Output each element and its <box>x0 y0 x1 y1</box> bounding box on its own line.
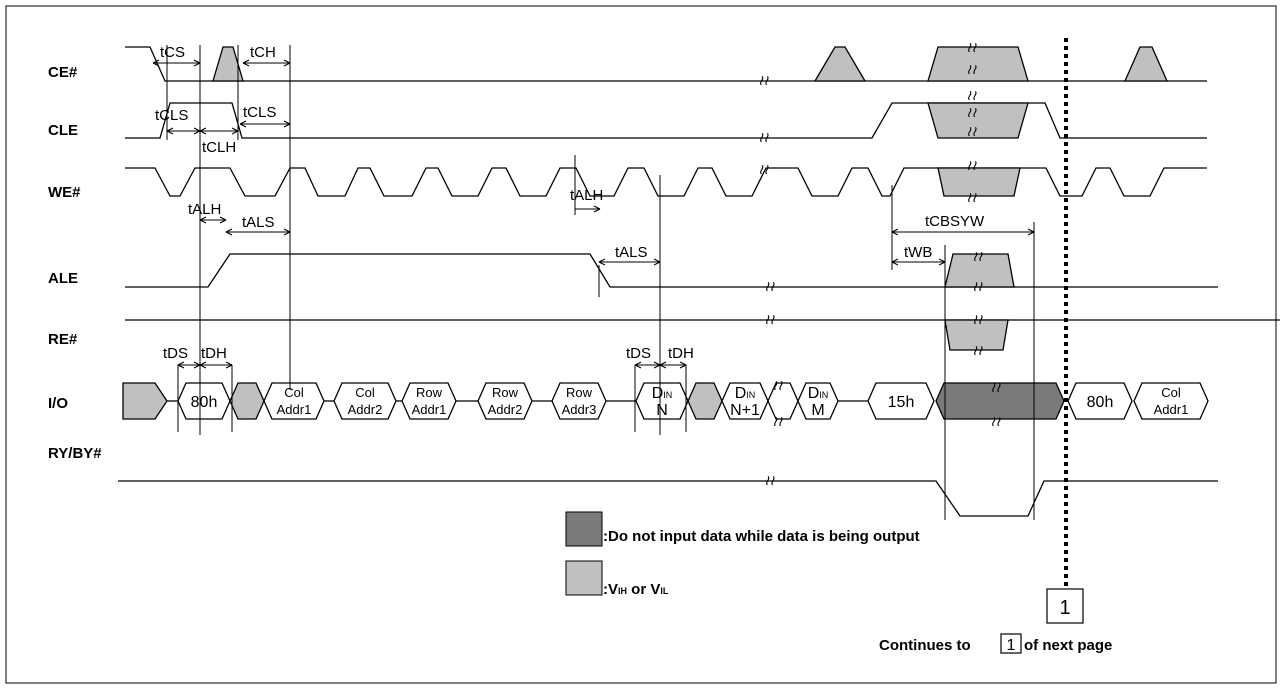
io-80h: 80h <box>191 394 218 411</box>
signal-cle: CLE <box>48 122 78 139</box>
continues-before: Continues to <box>879 637 971 654</box>
label-tals-a: tALS <box>242 214 275 231</box>
io-row-addr3-top: Row <box>566 385 593 400</box>
signal-ce: CE# <box>48 64 78 81</box>
io-col-addr1-top: Col <box>284 385 304 400</box>
we-waveform <box>125 168 1207 196</box>
svg-text:≀≀: ≀≀ <box>758 129 769 145</box>
svg-text:≀≀: ≀≀ <box>972 248 983 264</box>
label-tds-a: tDS <box>163 345 188 362</box>
svg-text:≀≀: ≀≀ <box>764 278 775 294</box>
label-tdh-a: tDH <box>201 345 227 362</box>
re-waveform <box>125 320 1280 350</box>
label-tcls-b: tCLS <box>243 104 276 121</box>
svg-text:≀≀: ≀≀ <box>972 311 983 327</box>
svg-text:≀≀: ≀≀ <box>972 278 983 294</box>
io-col-addr2-top: Col <box>355 385 375 400</box>
signal-ale: ALE <box>48 270 78 287</box>
label-tch: tCH <box>250 44 276 61</box>
svg-text:≀≀: ≀≀ <box>966 123 977 139</box>
legend-dark-text: :Do not input data while data is being o… <box>603 528 920 545</box>
label-talh-a: tALH <box>188 201 221 218</box>
svg-text:≀≀: ≀≀ <box>966 87 977 103</box>
svg-text:≀≀: ≀≀ <box>758 72 769 88</box>
label-tclh: tCLH <box>202 139 236 156</box>
io-15h: 15h <box>888 394 915 411</box>
legend-light-text: :VIH or VIL <box>603 581 669 598</box>
signal-rb: RY/BY# <box>48 445 102 462</box>
label-tals-b: tALS <box>615 244 648 261</box>
cle-waveform <box>125 103 1207 138</box>
io-din-n1-bottom: N+1 <box>730 402 760 419</box>
continues-after: of next page <box>1024 637 1112 654</box>
signal-re: RE# <box>48 331 78 348</box>
svg-text:≀≀: ≀≀ <box>972 342 983 358</box>
svg-text:≀≀: ≀≀ <box>764 311 775 327</box>
reference-lines <box>167 45 1034 520</box>
ale-waveform <box>125 254 1218 287</box>
io-80h-next: 80h <box>1087 394 1114 411</box>
label-tcs: tCS <box>160 44 185 61</box>
legend-light-swatch <box>566 561 602 595</box>
svg-text:≀≀: ≀≀ <box>990 413 1001 429</box>
label-twb: tWB <box>904 244 932 261</box>
connector-inline-label: 1 <box>1007 637 1016 654</box>
io-row-addr3-bottom: Addr3 <box>562 402 597 417</box>
timing-arrows <box>153 60 1034 368</box>
svg-text:≀≀: ≀≀ <box>966 39 977 55</box>
svg-text:≀≀: ≀≀ <box>758 161 769 177</box>
io-col-addr1-bottom: Addr1 <box>277 402 312 417</box>
svg-text:≀≀: ≀≀ <box>772 413 783 429</box>
signal-io: I/O <box>48 395 68 412</box>
io-din-m-bottom: M <box>811 402 824 419</box>
io-col-addr1-next-top: Col <box>1161 385 1181 400</box>
label-talh-b: tALH <box>570 187 603 204</box>
io-row-addr2-bottom: Addr2 <box>488 402 523 417</box>
connector-label: 1 <box>1059 597 1070 619</box>
legend-dark-swatch <box>566 512 602 546</box>
label-tcls-a: tCLS <box>155 107 188 124</box>
label-tds-b: tDS <box>626 345 651 362</box>
io-col-addr2-bottom: Addr2 <box>348 402 383 417</box>
svg-text:≀≀: ≀≀ <box>772 377 783 393</box>
label-tcbsyw: tCBSYW <box>925 213 985 230</box>
io-col-addr1-next-bottom: Addr1 <box>1154 402 1189 417</box>
io-din-n-bottom: N <box>656 402 668 419</box>
svg-text:≀≀: ≀≀ <box>966 189 977 205</box>
signal-we: WE# <box>48 184 81 201</box>
io-row-addr2-top: Row <box>492 385 519 400</box>
rb-waveform <box>118 481 1218 516</box>
svg-text:≀≀: ≀≀ <box>990 379 1001 395</box>
svg-text:≀≀: ≀≀ <box>966 104 977 120</box>
svg-text:≀≀: ≀≀ <box>764 472 775 488</box>
svg-text:≀≀: ≀≀ <box>966 157 977 173</box>
label-tdh-b: tDH <box>668 345 694 362</box>
io-row-addr1-bottom: Addr1 <box>412 402 447 417</box>
io-row-addr1-top: Row <box>416 385 443 400</box>
svg-text:≀≀: ≀≀ <box>966 61 977 77</box>
